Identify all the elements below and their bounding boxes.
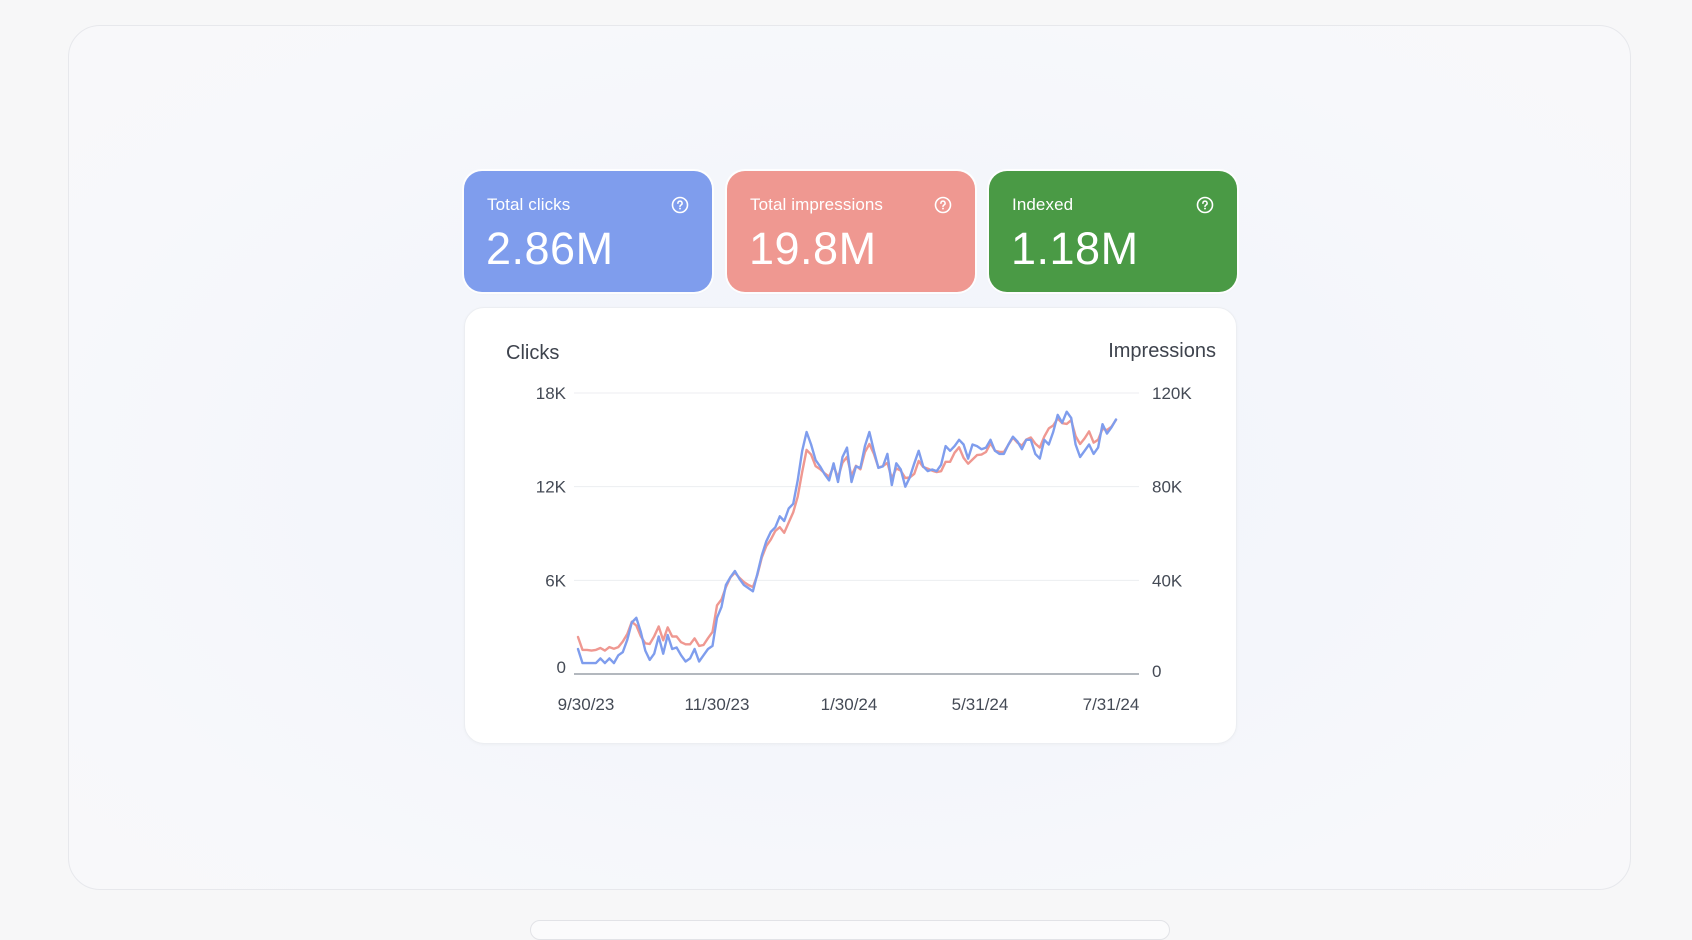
indexed-label: Indexed	[1012, 195, 1074, 214]
x-tick-label: 5/31/24	[952, 695, 1009, 714]
indexed-card[interactable]: Indexed 1.18M	[989, 171, 1237, 292]
right-tick-label: 80K	[1152, 478, 1183, 497]
left-tick-label: 0	[557, 658, 566, 677]
gridlines	[574, 392, 1139, 675]
x-tick-label: 11/30/23	[685, 695, 750, 714]
question-circle-icon[interactable]	[934, 196, 952, 214]
right-tick-label: 40K	[1152, 571, 1183, 590]
series-lines	[576, 410, 1118, 665]
total-impressions-label: Total impressions	[750, 195, 884, 214]
indexed-value: 1.18M	[1011, 223, 1139, 274]
total-clicks-value: 2.86M	[486, 223, 614, 274]
x-tick-label: 1/30/24	[821, 695, 878, 714]
left-axis-ticks: 18K 12K 6K 0	[536, 384, 567, 677]
right-tick-label: 120K	[1152, 384, 1192, 403]
question-circle-icon[interactable]	[1196, 196, 1214, 214]
left-tick-label: 6K	[545, 571, 566, 590]
right-tick-label: 0	[1152, 662, 1161, 681]
right-axis-title: Impressions	[1108, 340, 1216, 362]
total-impressions-card[interactable]: Total impressions 19.8M	[727, 171, 975, 292]
total-clicks-label: Total clicks	[487, 195, 571, 214]
x-tick-label: 7/31/24	[1083, 695, 1140, 714]
total-clicks-card[interactable]: Total clicks 2.86M	[464, 171, 712, 292]
x-axis-ticks: 9/30/23 11/30/23 1/30/24 5/31/24 7/31/24	[558, 695, 1140, 714]
left-tick-label: 12K	[536, 478, 567, 497]
clicks-series-line	[576, 410, 1118, 665]
question-circle-icon[interactable]	[671, 196, 689, 214]
total-impressions-value: 19.8M	[749, 223, 877, 274]
clicks-impressions-chart[interactable]: Clicks Impressions 18K 12K 6K 0 120K 80K 40K 0…	[465, 308, 1238, 745]
clicks-impressions-chart-card: Clicks Impressions 18K 12K 6K 0 120K 80K 40K 0…	[464, 307, 1237, 744]
next-panel-edge	[530, 920, 1170, 940]
left-tick-label: 18K	[536, 384, 567, 403]
right-axis-ticks: 120K 80K 40K 0	[1152, 384, 1192, 681]
left-axis-title: Clicks	[506, 342, 559, 364]
x-tick-label: 9/30/23	[558, 695, 615, 714]
